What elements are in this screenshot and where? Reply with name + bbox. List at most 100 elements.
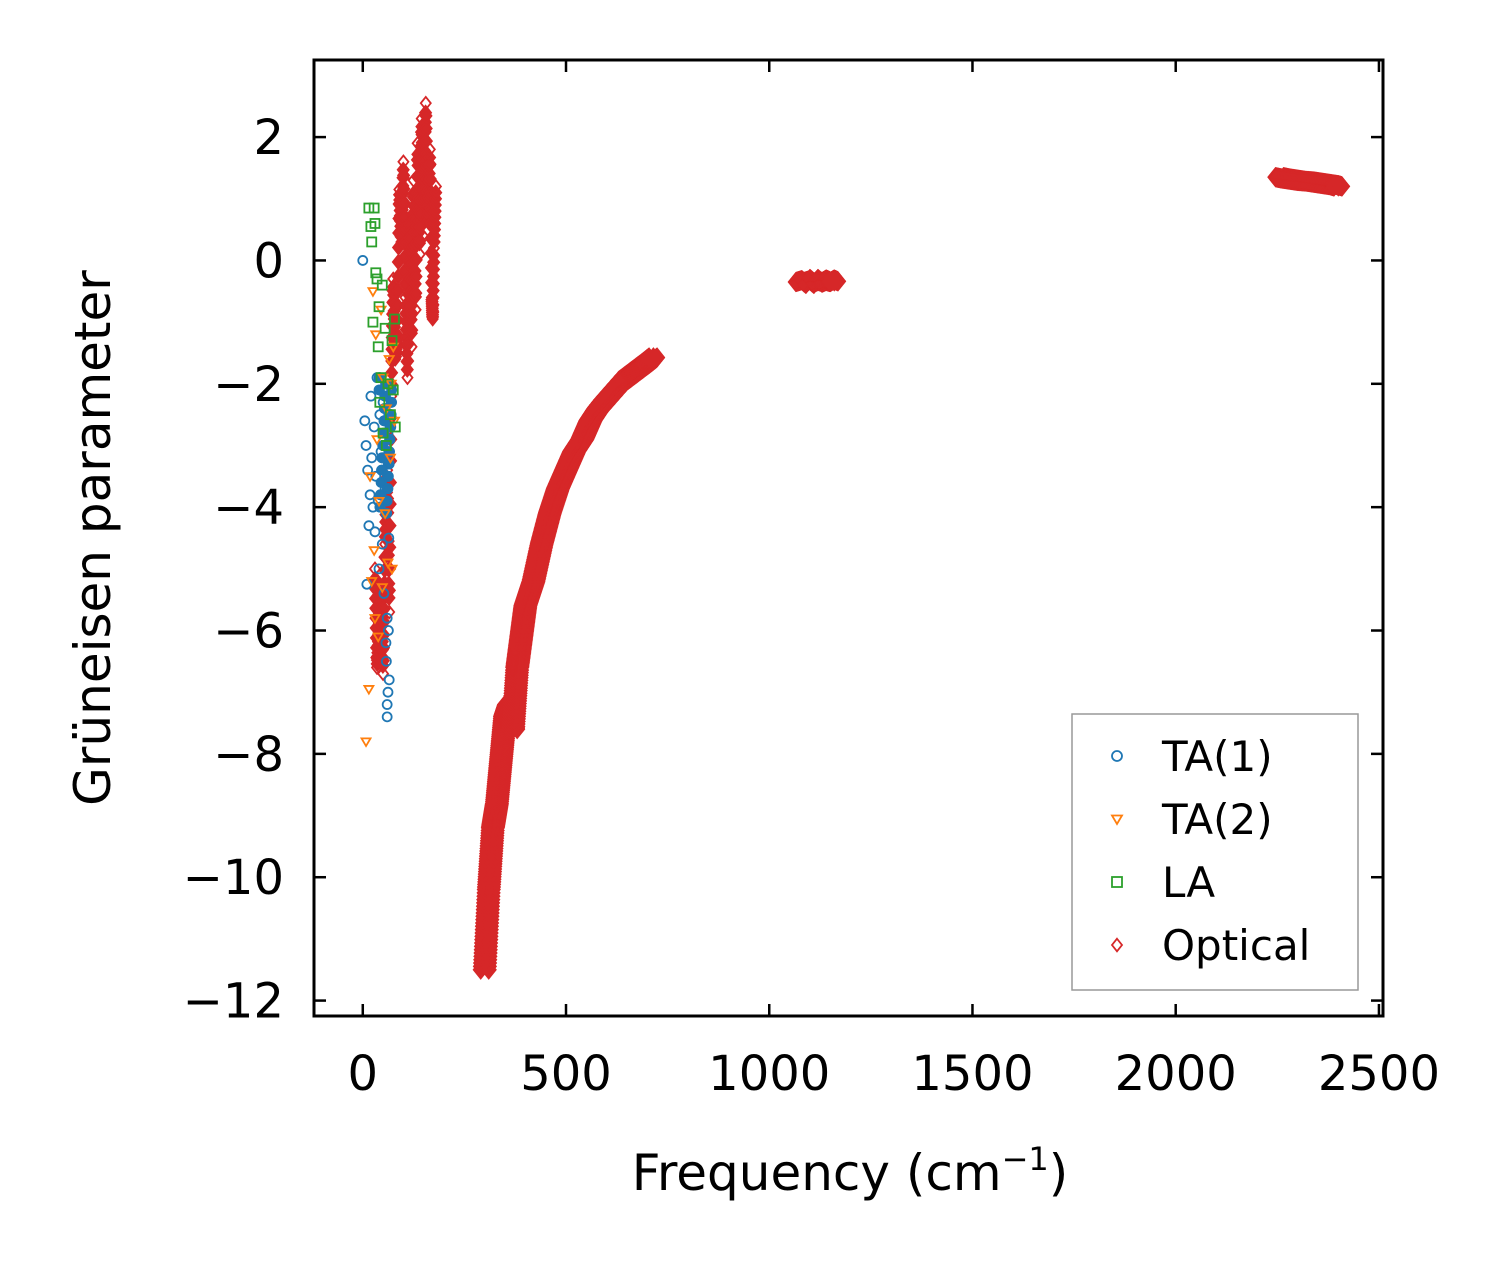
x-axis-label: Frequency (cm−1) — [632, 1140, 1069, 1202]
TA(1)-point — [381, 699, 393, 710]
legend-label-TA(1): TA(1) — [1161, 732, 1273, 781]
optical-point — [382, 582, 397, 599]
TA(1)-point — [373, 563, 385, 575]
legend: TA(1) TA(2) LA Optical — [1071, 713, 1359, 991]
y-tick-label: −4 — [213, 480, 284, 536]
legend-label-TA(2): TA(2) — [1161, 795, 1273, 844]
TA(2)-point — [369, 330, 382, 341]
optical-band-3 — [1267, 166, 1351, 197]
LA-point — [372, 341, 384, 353]
legend-marker-TA(1) — [1111, 750, 1123, 762]
optical-point — [405, 339, 418, 355]
x-axis-label-superscript: −1 — [1002, 1140, 1049, 1178]
optical-point — [405, 305, 419, 322]
optical-point — [383, 604, 396, 620]
optical-band-2 — [787, 268, 847, 295]
TA(2)-point — [383, 355, 396, 366]
TA(2)-point — [387, 342, 400, 354]
optical-point — [409, 302, 422, 318]
LA-point — [366, 236, 378, 248]
LA-point — [370, 267, 382, 279]
y-tick-label: 0 — [253, 233, 284, 289]
legend-entry-TA(2): TA(2) — [1110, 795, 1273, 844]
legend-label-LA: LA — [1162, 858, 1215, 907]
LA-point — [376, 279, 388, 291]
x-tick-label: 1500 — [911, 1046, 1033, 1102]
LA-point — [369, 218, 381, 229]
optical-point — [383, 517, 397, 534]
optical-point — [429, 178, 443, 195]
y-tick-label: −12 — [183, 974, 284, 1030]
legend-marker-TA(2) — [1110, 814, 1124, 826]
LA-point — [379, 322, 391, 334]
LA-point — [389, 421, 401, 433]
TA(1)-point — [381, 612, 393, 624]
TA(1)-point — [366, 452, 378, 464]
optical-point — [376, 639, 391, 657]
LA-point — [374, 396, 386, 408]
TA(2)-point — [372, 496, 386, 508]
TA(1)-point — [362, 464, 374, 476]
legend-label-Optical: Optical — [1162, 921, 1310, 970]
TA(2)-point — [368, 614, 382, 625]
TA(1)-point — [382, 625, 394, 636]
LA-point — [375, 372, 387, 384]
optical-point — [1330, 176, 1347, 197]
TA(1)-point — [368, 421, 380, 433]
optical-point — [401, 352, 415, 370]
LA-point — [380, 440, 392, 451]
TA(2)-point — [364, 472, 377, 483]
TA(2)-point — [359, 737, 373, 748]
TA(2)-point — [362, 685, 375, 696]
TA(2)-point — [385, 379, 398, 391]
optical-point — [391, 282, 405, 300]
TA(2)-point — [384, 453, 397, 465]
TA(1)-point — [376, 464, 388, 476]
TA(1)-point — [376, 538, 388, 550]
LA-point — [389, 313, 400, 325]
LA-point — [386, 335, 398, 347]
optical-point — [423, 141, 436, 158]
optical-point — [405, 321, 419, 339]
LA-point — [385, 409, 396, 421]
TA(1)-point — [382, 686, 394, 698]
x-tick-label: 500 — [520, 1046, 612, 1102]
x-tick-label: 0 — [348, 1046, 379, 1102]
plot-area-frame — [312, 58, 1385, 1018]
TA(2)-point — [376, 583, 389, 594]
y-tick-label: −2 — [213, 357, 284, 413]
y-axis-label: Grüneisen parameter — [64, 270, 122, 806]
legend-entries: TA(1) TA(2) LA Optical — [1110, 732, 1310, 970]
optical-point — [409, 268, 423, 285]
legend-entry-LA: LA — [1111, 858, 1215, 907]
optical-point — [413, 232, 427, 250]
TA(1)-point — [360, 440, 372, 451]
axis-ticks: 0 500 1000 1500 2000 2500 2 0 −2 −4 −6 −8 −10 −12 — [183, 60, 1440, 1102]
TA(1)-point — [369, 526, 381, 538]
optical-point — [376, 665, 390, 682]
LA-point — [373, 301, 385, 313]
optical-point — [426, 311, 439, 327]
data-marks — [357, 95, 1351, 980]
optical-point — [645, 347, 662, 368]
series-LA — [363, 202, 401, 451]
TA(2)-point — [366, 287, 380, 298]
TA(2)-point — [385, 564, 399, 576]
x-axis-label-close: ) — [1049, 1144, 1069, 1202]
series-TA(2) — [359, 287, 401, 748]
optical-point — [401, 369, 414, 386]
TA(1)-point — [374, 384, 385, 396]
TA(1)-point — [364, 489, 376, 501]
legend-marker-Optical — [1110, 937, 1124, 953]
TA(2)-point — [380, 404, 393, 415]
y-tick-label: 2 — [253, 110, 284, 166]
TA(2)-point — [381, 558, 395, 569]
TA(2)-point — [372, 632, 385, 643]
TA(1)-point — [383, 532, 395, 544]
x-tick-label: 2500 — [1318, 1046, 1440, 1102]
TA(2)-point — [368, 546, 381, 557]
LA-point — [387, 384, 399, 396]
